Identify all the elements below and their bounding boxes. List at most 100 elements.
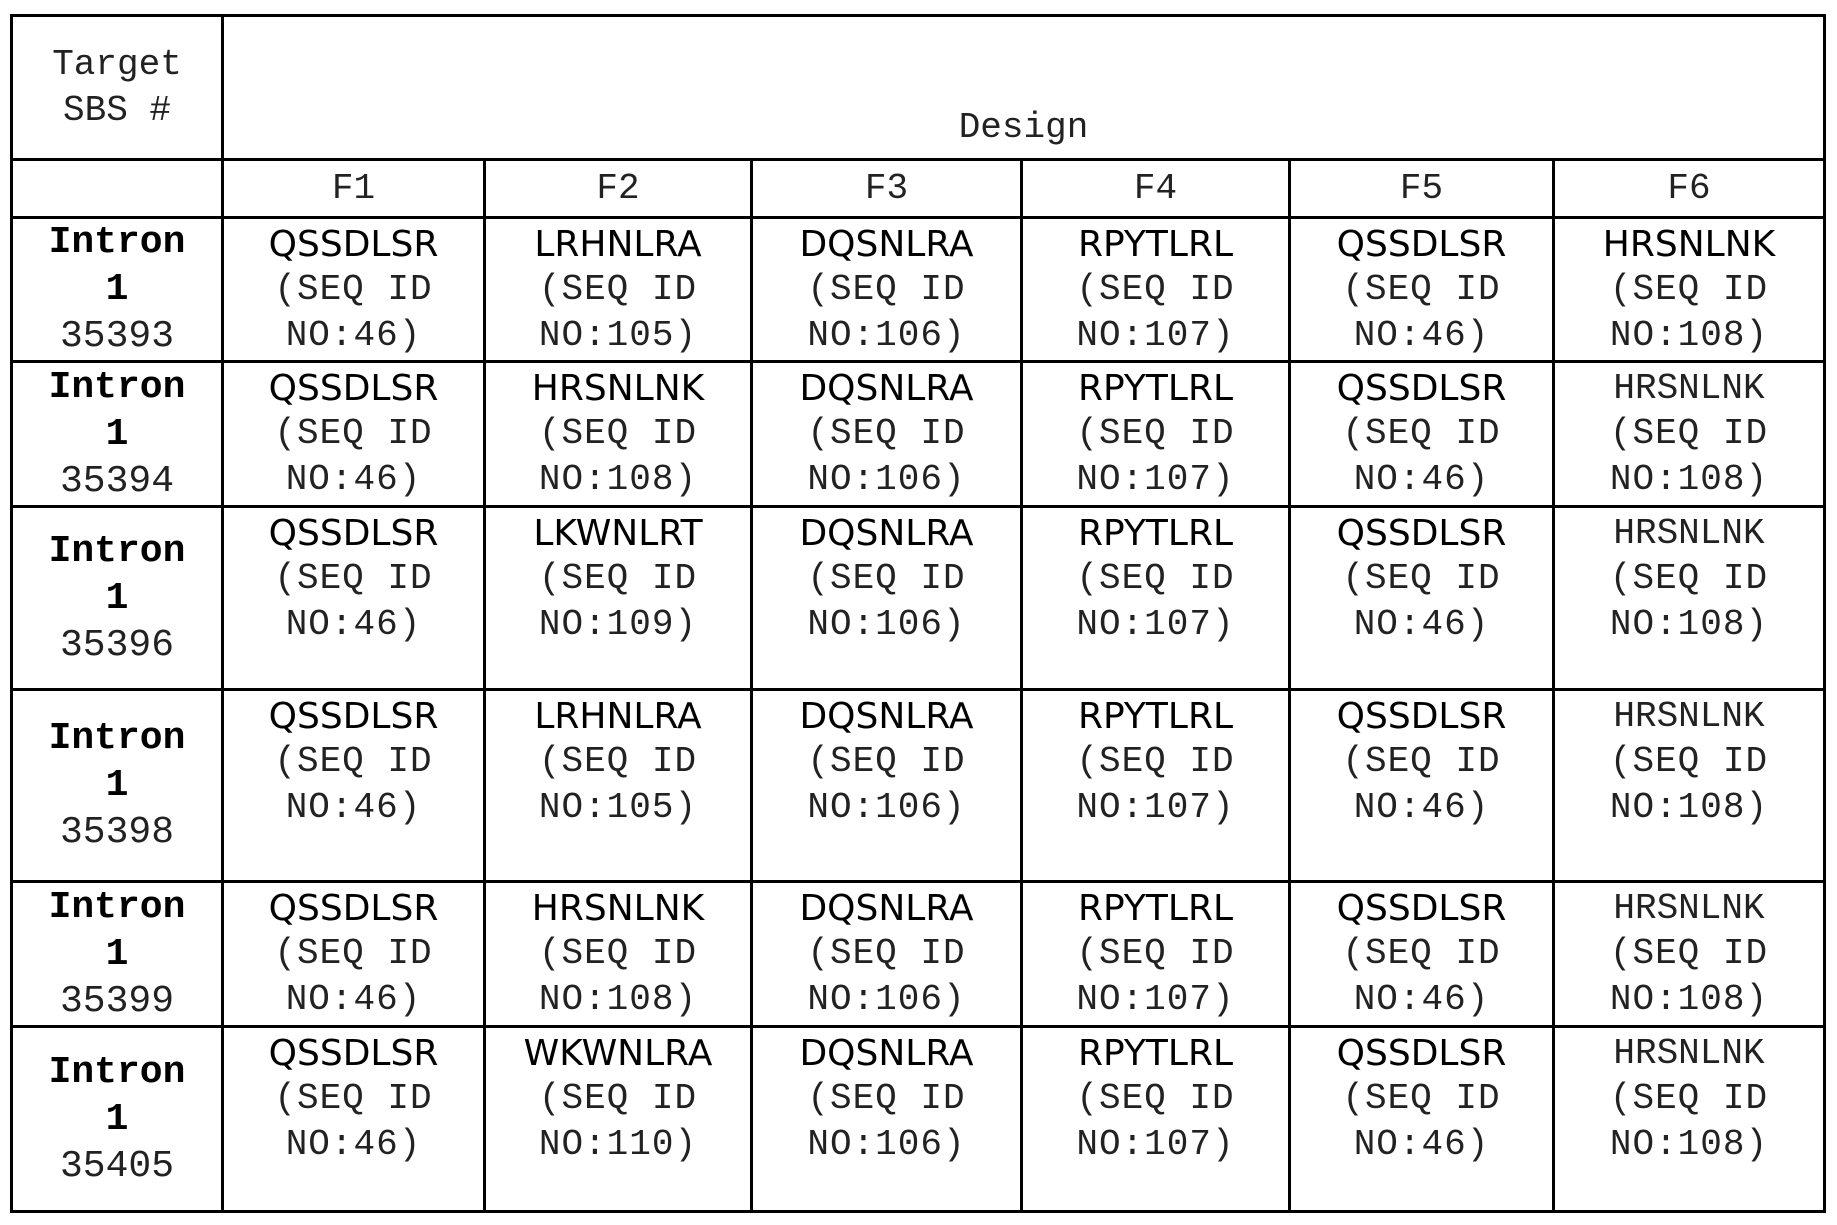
- seq-id-reference-line1: (SEQ ID: [1023, 1076, 1288, 1122]
- seq-id-reference-line2: NO:46): [224, 1122, 483, 1168]
- design-cell-f3: DQSNLRA(SEQ IDNO:106): [752, 690, 1022, 882]
- design-cell-f6: HRSNLNK(SEQ IDNO:108): [1554, 218, 1825, 362]
- seq-id-reference-line2: NO:46): [1291, 602, 1552, 648]
- recognition-helix-sequence: HRSNLNK: [1555, 363, 1823, 411]
- recognition-helix-sequence: QSSDLSR: [1291, 1028, 1552, 1076]
- column-header-f6: F6: [1554, 160, 1825, 218]
- recognition-helix-sequence: QSSDLSR: [224, 219, 483, 267]
- seq-id-reference-line1: (SEQ ID: [1555, 556, 1823, 602]
- recognition-helix-sequence: QSSDLSR: [1291, 883, 1552, 931]
- seq-id-reference-line2: NO:46): [1291, 313, 1552, 359]
- design-cell-f2: WKWNLRA(SEQ IDNO:110): [485, 1027, 752, 1212]
- design-cell-f2: LRHNLRA(SEQ IDNO:105): [485, 218, 752, 362]
- target-sbs-cell: Intron135399: [12, 882, 223, 1027]
- target-sbs-cell: Intron135393: [12, 218, 223, 362]
- recognition-helix-sequence: HRSNLNK: [1555, 883, 1823, 931]
- design-cell-f6: HRSNLNK(SEQ IDNO:108): [1554, 507, 1825, 690]
- seq-id-reference-line1: (SEQ ID: [486, 411, 750, 457]
- target-region-label: Intron: [13, 364, 221, 411]
- seq-id-reference-line2: NO:109): [486, 602, 750, 648]
- recognition-helix-sequence: RPYTLRL: [1023, 508, 1288, 556]
- target-region-number: 1: [13, 1096, 221, 1143]
- zfn-design-table: Target SBS # Design F1 F2 F3 F4 F5 F6 In…: [10, 14, 1826, 1213]
- design-cell-f3: DQSNLRA(SEQ IDNO:106): [752, 362, 1022, 507]
- recognition-helix-sequence: DQSNLRA: [753, 219, 1020, 267]
- target-header-line2: SBS #: [13, 88, 221, 134]
- design-cell-f1: QSSDLSR(SEQ IDNO:46): [223, 882, 485, 1027]
- recognition-helix-sequence: QSSDLSR: [1291, 363, 1552, 411]
- recognition-helix-sequence: HRSNLNK: [1555, 508, 1823, 556]
- seq-id-reference-line1: (SEQ ID: [1023, 411, 1288, 457]
- seq-id-reference-line2: NO:106): [753, 785, 1020, 831]
- recognition-helix-sequence: HRSNLNK: [1555, 219, 1823, 267]
- table-row: Intron135398QSSDLSR(SEQ IDNO:46)LRHNLRA(…: [12, 690, 1825, 882]
- seq-id-reference-line1: (SEQ ID: [486, 267, 750, 313]
- seq-id-reference-line2: NO:108): [486, 457, 750, 503]
- recognition-helix-sequence: QSSDLSR: [1291, 691, 1552, 739]
- design-cell-f5: QSSDLSR(SEQ IDNO:46): [1290, 1027, 1554, 1212]
- target-region-label: Intron: [13, 1049, 221, 1096]
- target-sbs-cell: Intron135396: [12, 507, 223, 690]
- recognition-helix-sequence: QSSDLSR: [224, 1028, 483, 1076]
- table-row: Intron135405QSSDLSR(SEQ IDNO:46)WKWNLRA(…: [12, 1027, 1825, 1212]
- design-cell-f2: LRHNLRA(SEQ IDNO:105): [485, 690, 752, 882]
- seq-id-reference-line1: (SEQ ID: [1023, 739, 1288, 785]
- seq-id-reference-line1: (SEQ ID: [1291, 267, 1552, 313]
- seq-id-reference-line2: NO:46): [1291, 785, 1552, 831]
- header-row-fingers: F1 F2 F3 F4 F5 F6: [12, 160, 1825, 218]
- recognition-helix-sequence: RPYTLRL: [1023, 883, 1288, 931]
- recognition-helix-sequence: LRHNLRA: [486, 691, 750, 739]
- target-region-number: 1: [13, 575, 221, 622]
- seq-id-reference-line1: (SEQ ID: [1291, 556, 1552, 602]
- seq-id-reference-line1: (SEQ ID: [224, 556, 483, 602]
- seq-id-reference-line1: (SEQ ID: [1555, 739, 1823, 785]
- target-sbs-cell: Intron135398: [12, 690, 223, 882]
- seq-id-reference-line2: NO:46): [224, 457, 483, 503]
- design-cell-f1: QSSDLSR(SEQ IDNO:46): [223, 507, 485, 690]
- design-cell-f5: QSSDLSR(SEQ IDNO:46): [1290, 218, 1554, 362]
- seq-id-reference-line1: (SEQ ID: [224, 739, 483, 785]
- recognition-helix-sequence: DQSNLRA: [753, 1028, 1020, 1076]
- seq-id-reference-line1: (SEQ ID: [224, 931, 483, 977]
- design-cell-f4: RPYTLRL(SEQ IDNO:107): [1022, 690, 1290, 882]
- seq-id-reference-line2: NO:108): [1555, 1122, 1823, 1168]
- recognition-helix-sequence: QSSDLSR: [224, 363, 483, 411]
- blank-header-cell: [12, 160, 223, 218]
- seq-id-reference-line2: NO:108): [486, 977, 750, 1023]
- target-sbs-id: 35396: [13, 622, 221, 669]
- seq-id-reference-line1: (SEQ ID: [486, 931, 750, 977]
- seq-id-reference-line2: NO:106): [753, 457, 1020, 503]
- recognition-helix-sequence: QSSDLSR: [1291, 219, 1552, 267]
- target-sbs-id: 35393: [13, 313, 221, 360]
- target-region-number: 1: [13, 931, 221, 978]
- seq-id-reference-line1: (SEQ ID: [1555, 411, 1823, 457]
- design-header: Design: [223, 16, 1825, 160]
- design-cell-f1: QSSDLSR(SEQ IDNO:46): [223, 362, 485, 507]
- seq-id-reference-line2: NO:108): [1555, 313, 1823, 359]
- target-region-label: Intron: [13, 528, 221, 575]
- seq-id-reference-line2: NO:107): [1023, 313, 1288, 359]
- seq-id-reference-line1: (SEQ ID: [486, 739, 750, 785]
- design-cell-f3: DQSNLRA(SEQ IDNO:106): [752, 1027, 1022, 1212]
- target-sbs-cell: Intron135394: [12, 362, 223, 507]
- recognition-helix-sequence: DQSNLRA: [753, 691, 1020, 739]
- recognition-helix-sequence: QSSDLSR: [224, 883, 483, 931]
- column-header-f4: F4: [1022, 160, 1290, 218]
- target-region-number: 1: [13, 411, 221, 458]
- seq-id-reference-line1: (SEQ ID: [753, 267, 1020, 313]
- seq-id-reference-line2: NO:106): [753, 313, 1020, 359]
- seq-id-reference-line2: NO:46): [1291, 977, 1552, 1023]
- seq-id-reference-line2: NO:106): [753, 602, 1020, 648]
- seq-id-reference-line2: NO:106): [753, 1122, 1020, 1168]
- seq-id-reference-line2: NO:46): [224, 313, 483, 359]
- seq-id-reference-line2: NO:46): [224, 977, 483, 1023]
- design-cell-f5: QSSDLSR(SEQ IDNO:46): [1290, 882, 1554, 1027]
- seq-id-reference-line2: NO:107): [1023, 457, 1288, 503]
- target-region-number: 1: [13, 762, 221, 809]
- seq-id-reference-line2: NO:106): [753, 977, 1020, 1023]
- seq-id-reference-line2: NO:105): [486, 785, 750, 831]
- design-cell-f2: HRSNLNK(SEQ IDNO:108): [485, 882, 752, 1027]
- recognition-helix-sequence: HRSNLNK: [1555, 1028, 1823, 1076]
- design-cell-f6: HRSNLNK(SEQ IDNO:108): [1554, 1027, 1825, 1212]
- target-header-line1: Target: [13, 42, 221, 88]
